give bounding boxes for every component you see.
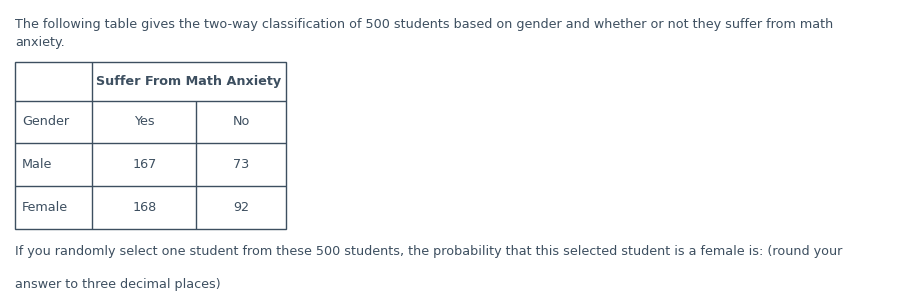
- Text: Gender: Gender: [22, 115, 69, 128]
- Text: anxiety.: anxiety.: [15, 36, 65, 49]
- Text: answer to three decimal places): answer to three decimal places): [15, 278, 220, 291]
- Text: The following table gives the two-way classification of 500 students based on ge: The following table gives the two-way cl…: [15, 18, 833, 31]
- Bar: [15, 62, 286, 229]
- Text: Yes: Yes: [134, 115, 155, 128]
- Text: If you randomly select one student from these 500 students, the probability that: If you randomly select one student from …: [15, 245, 842, 258]
- Text: Female: Female: [22, 201, 68, 214]
- Text: 92: 92: [233, 201, 249, 214]
- Text: 167: 167: [132, 158, 157, 170]
- Text: No: No: [232, 115, 250, 128]
- Text: 168: 168: [132, 201, 157, 214]
- Text: 73: 73: [233, 158, 249, 170]
- Text: Male: Male: [22, 158, 53, 170]
- Text: Suffer From Math Anxiety: Suffer From Math Anxiety: [97, 75, 281, 88]
